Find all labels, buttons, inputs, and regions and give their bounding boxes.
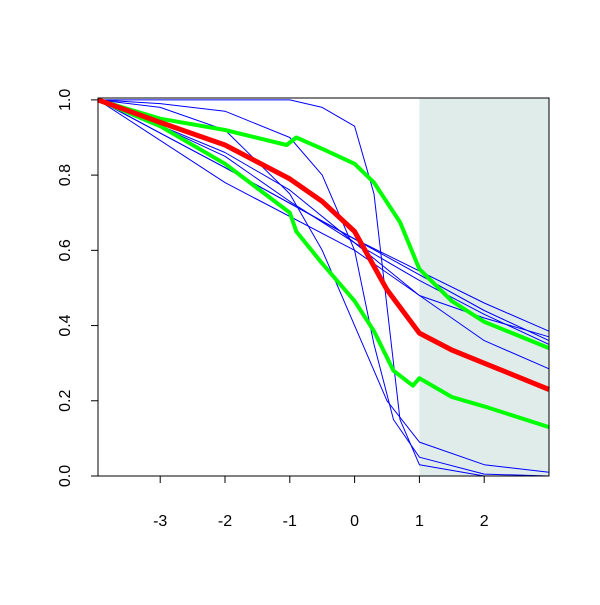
x-tick-label: 1 bbox=[415, 513, 424, 530]
x-tick-label: -3 bbox=[153, 513, 167, 530]
series-line bbox=[97, 99, 550, 332]
y-tick-label: 1.0 bbox=[57, 89, 74, 111]
x-tick-label: 2 bbox=[480, 513, 489, 530]
y-tick-label: 0.6 bbox=[57, 239, 74, 261]
series-line bbox=[98, 99, 549, 477]
y-tick-label: 0.8 bbox=[57, 164, 74, 186]
x-tick-label: 0 bbox=[350, 513, 359, 530]
series-line bbox=[97, 97, 550, 350]
y-tick-label: 0.2 bbox=[57, 390, 74, 412]
series-line bbox=[97, 99, 550, 477]
y-tick-label: 0.0 bbox=[57, 465, 74, 487]
x-tick-label: -2 bbox=[218, 513, 232, 530]
y-tick-label: 0.4 bbox=[57, 314, 74, 336]
series-line bbox=[97, 99, 550, 473]
plot-frame bbox=[97, 97, 550, 477]
series-line bbox=[97, 98, 550, 430]
x-tick-label: -1 bbox=[283, 513, 297, 530]
series-line bbox=[97, 97, 550, 392]
series-line bbox=[97, 99, 550, 338]
